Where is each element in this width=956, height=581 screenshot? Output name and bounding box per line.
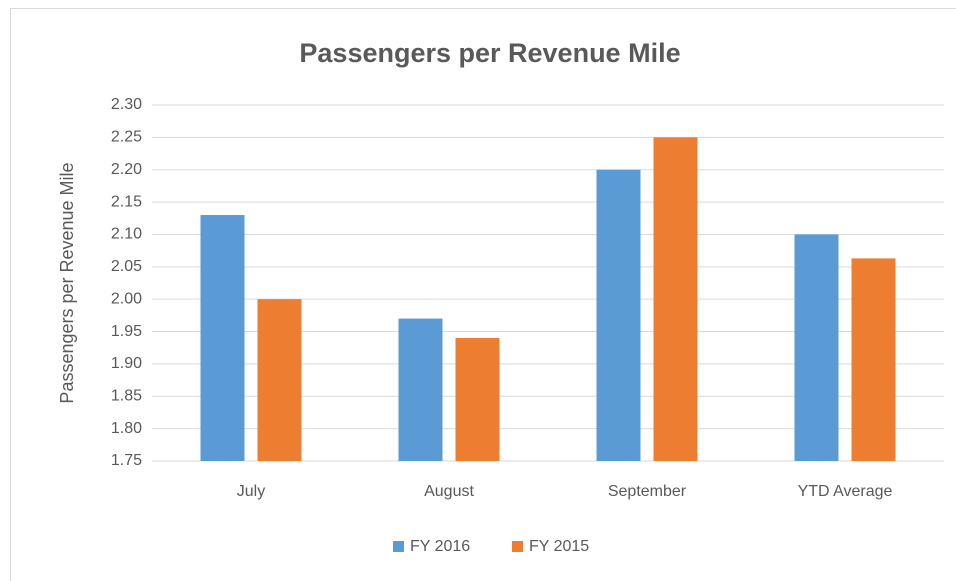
y-tick-label: 2.25 [111, 129, 142, 146]
bar [851, 258, 896, 461]
y-tick-label: 1.95 [111, 323, 142, 340]
chart-title: Passengers per Revenue Mile [299, 38, 680, 68]
y-tick-label: 1.85 [111, 387, 142, 404]
x-tick-label: July [237, 483, 265, 500]
bar [596, 169, 641, 461]
y-tick-label: 2.05 [111, 258, 142, 275]
y-tick-label: 1.90 [111, 355, 142, 372]
bar [200, 215, 245, 461]
y-tick-label: 2.15 [111, 193, 142, 210]
legend-swatch [393, 541, 404, 552]
y-tick-label: 2.20 [111, 161, 142, 178]
legend-label: FY 2016 [410, 538, 470, 555]
x-tick-label: September [608, 483, 687, 500]
y-tick-label: 2.30 [111, 96, 142, 113]
bar [398, 318, 443, 461]
y-tick-label: 1.80 [111, 420, 142, 437]
y-tick-label: 2.00 [111, 290, 142, 307]
y-tick-label: 1.75 [111, 452, 142, 469]
legend-swatch [512, 541, 523, 552]
y-axis-label: Passengers per Revenue Mile [57, 162, 77, 403]
x-tick-label: August [424, 483, 474, 500]
bar [653, 137, 698, 461]
legend-label: FY 2015 [529, 538, 589, 555]
bar [455, 338, 500, 461]
bar [794, 234, 839, 461]
bar [257, 299, 302, 461]
x-tick-label: YTD Average [798, 483, 893, 500]
y-tick-label: 2.10 [111, 226, 142, 243]
